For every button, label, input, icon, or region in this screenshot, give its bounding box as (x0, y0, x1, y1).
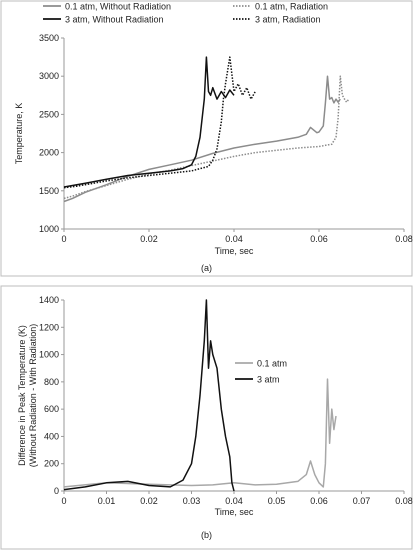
y-tick-label: 1500 (39, 186, 59, 196)
x-tick-label: 0.08 (395, 496, 413, 506)
legend-label-1: 0.1 atm (257, 359, 287, 369)
y-tick-label: 3500 (39, 33, 59, 43)
y-tick-label: 200 (44, 459, 59, 469)
y-tick-label: 600 (44, 404, 59, 414)
legend-label-1: 0.1 atm, Without Radiation (65, 2, 171, 12)
x-tick-label: 0.06 (310, 496, 328, 506)
y-axis-label-2: (Without Radiation - With Radiation) (28, 324, 38, 468)
series-line-4 (63, 56, 256, 189)
series-line-2 (63, 299, 235, 492)
y-tick-label: 1000 (39, 350, 59, 360)
x-tick-label: 0.01 (98, 496, 116, 506)
series-line-3 (63, 56, 235, 188)
series-line-2 (63, 75, 350, 200)
x-tick-label: 0.06 (310, 234, 328, 244)
y-tick-label: 3000 (39, 71, 59, 81)
y-tick-label: 2000 (39, 148, 59, 158)
x-tick-label: 0 (61, 234, 66, 244)
x-tick-label: 0.02 (140, 234, 158, 244)
y-tick-label: 1000 (39, 224, 59, 234)
x-tick-label: 0.03 (183, 496, 201, 506)
x-tick-label: 0.08 (395, 234, 413, 244)
chart-caption: (b) (201, 530, 212, 540)
legend-label-2: 3 atm (257, 375, 280, 385)
x-tick-label: 0.04 (225, 234, 243, 244)
x-axis-label: Time, sec (215, 507, 254, 517)
y-tick-label: 2500 (39, 109, 59, 119)
x-tick-label: 0 (61, 496, 66, 506)
legend-label-4: 3 atm, Radiation (255, 15, 321, 25)
y-axis-label: Temperature, K (14, 103, 24, 165)
chart-a: 0 0.02 0.04 0.06 0.08 1000 1500 2000 2500 3000 350… (0, 0, 413, 277)
y-tick-label: 1200 (39, 322, 59, 332)
y-tick-label: 800 (44, 377, 59, 387)
legend-label-2: 0.1 atm, Radiation (255, 2, 328, 12)
x-tick-label: 0.05 (268, 496, 286, 506)
chart-border (0, 0, 413, 277)
x-tick-label: 0.02 (140, 496, 158, 506)
chart-b: 0 0.01 0.02 0.03 0.04 0.05 0.06 0.07 0.08 0 200 400… (0, 285, 413, 550)
series-line-1 (63, 378, 337, 488)
x-tick-label: 0.07 (353, 496, 371, 506)
y-tick-label: 400 (44, 431, 59, 441)
chart-border (0, 285, 413, 550)
x-axis-label: Time, sec (215, 246, 254, 256)
y-axis-label: Difference in Peak Temperature (K) (17, 325, 27, 466)
y-tick-label: 0 (54, 486, 59, 496)
chart-caption: (a) (201, 263, 212, 273)
x-tick-label: 0.04 (225, 496, 243, 506)
y-tick-label: 1400 (39, 295, 59, 305)
series-line-1 (63, 75, 341, 203)
legend-label-3: 3 atm, Without Radiation (65, 15, 164, 25)
